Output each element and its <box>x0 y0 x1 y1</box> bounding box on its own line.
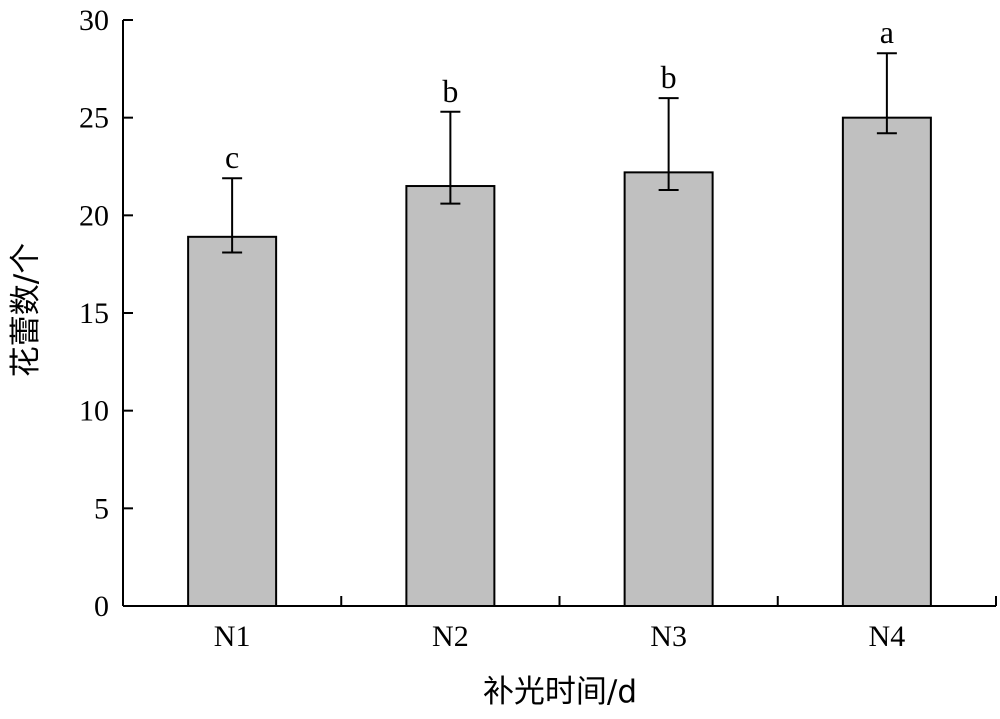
significance-label-n2: b <box>442 73 458 109</box>
x-tick-label-n3: N3 <box>650 620 687 653</box>
y-tick-label-0: 0 <box>94 590 109 623</box>
y-tick-label-5: 5 <box>94 492 109 525</box>
bar-n2 <box>405 185 496 608</box>
bar-n4 <box>841 116 932 608</box>
bar-n1 <box>187 235 278 607</box>
bars-layer <box>187 116 932 608</box>
y-tick-label-25: 25 <box>79 102 109 135</box>
axes-layer <box>122 19 997 607</box>
y-tick-label-30: 30 <box>79 4 109 37</box>
significance-label-n1: c <box>225 139 239 175</box>
error-bars-layer <box>222 52 897 254</box>
x-tick-label-n1: N1 <box>214 620 251 653</box>
labels-layer: c N1 b N2 b N3 a N4 0 5 10 15 20 25 30 <box>79 4 905 653</box>
y-tick-label-20: 20 <box>79 199 109 232</box>
bar-n3 <box>623 171 714 608</box>
significance-label-n4: a <box>880 14 894 50</box>
y-axis-title: 花蕾数/个 <box>8 243 44 377</box>
y-tick-label-10: 10 <box>79 395 109 428</box>
x-axis-title: 补光时间/d <box>483 674 637 710</box>
x-tick-label-n2: N2 <box>432 620 469 653</box>
x-tick-label-n4: N4 <box>869 620 906 653</box>
y-tick-label-15: 15 <box>79 297 109 330</box>
significance-label-n3: b <box>661 59 677 95</box>
